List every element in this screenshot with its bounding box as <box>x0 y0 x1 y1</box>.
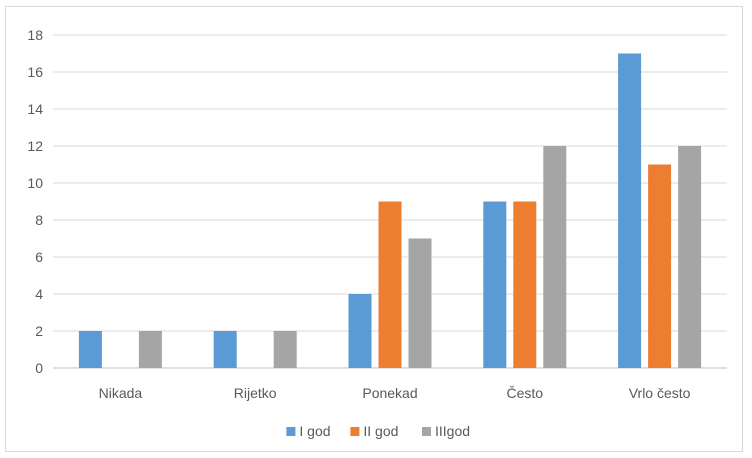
y-tick-label: 2 <box>35 323 43 339</box>
legend-label: II god <box>363 423 398 439</box>
y-tick-label: 18 <box>27 27 43 43</box>
bar <box>378 201 402 368</box>
legend-label: IIIgod <box>435 423 470 439</box>
bar <box>138 331 162 368</box>
y-tick-label: 6 <box>35 249 43 265</box>
x-tick-label: Nikada <box>99 385 143 401</box>
legend-swatch <box>350 427 360 436</box>
y-tick-label: 8 <box>35 212 43 228</box>
x-tick-label: Vrlo često <box>629 385 691 401</box>
bar <box>648 164 672 368</box>
y-tick-label: 14 <box>27 101 43 117</box>
y-tick-label: 10 <box>27 175 43 191</box>
y-tick-label: 12 <box>27 138 43 154</box>
bar <box>483 201 507 368</box>
bar <box>618 53 642 368</box>
y-tick-label: 4 <box>35 286 43 302</box>
x-tick-label: Ponekad <box>362 385 417 401</box>
bar <box>213 331 237 368</box>
bar <box>513 201 537 368</box>
x-tick-label: Često <box>507 385 544 401</box>
bar <box>78 331 102 368</box>
bar <box>543 146 567 368</box>
x-tick-label: Rijetko <box>234 385 277 401</box>
bar <box>408 238 432 368</box>
legend-swatch <box>422 427 431 436</box>
legend-label: I god <box>299 423 330 439</box>
bar <box>273 331 297 368</box>
bar <box>678 146 702 368</box>
y-tick-label: 16 <box>27 64 43 80</box>
bar <box>348 294 372 368</box>
y-tick-label: 0 <box>35 360 43 376</box>
legend-swatch <box>286 427 296 436</box>
